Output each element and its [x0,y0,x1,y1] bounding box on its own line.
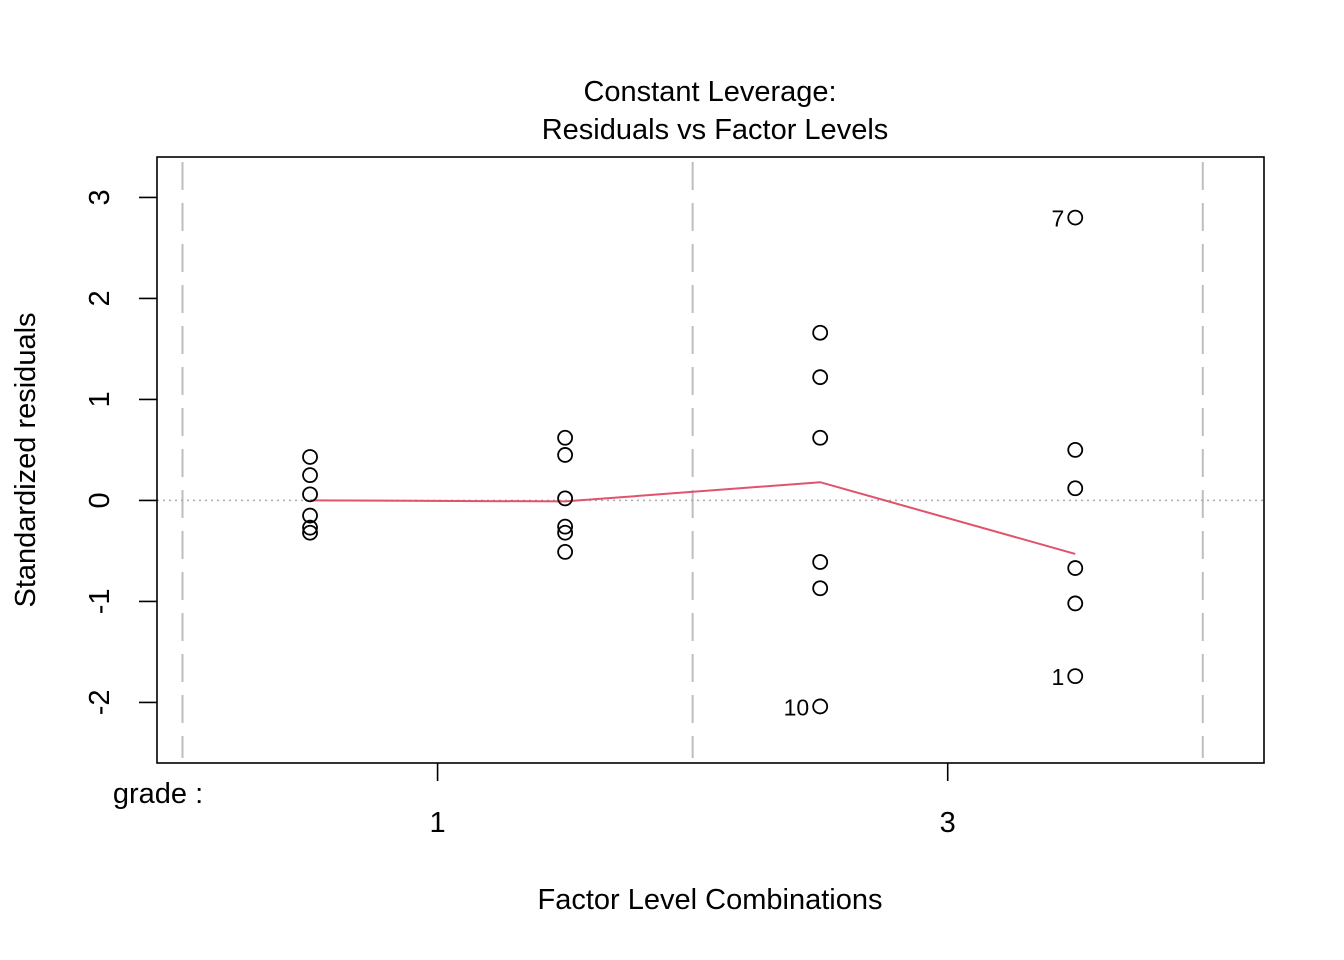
point-label-1: 1 [1051,664,1064,690]
x-tick-label: 3 [940,807,956,839]
data-point [557,447,574,463]
data-point [1067,441,1084,458]
data-point [302,449,318,465]
smooth-layer [310,481,1076,555]
data-point [302,524,318,541]
data-point [557,524,574,541]
data-point [1067,209,1084,226]
y-tick-label: -1 [84,589,116,615]
chart-title-line2: Residuals vs Factor Levels [542,114,889,146]
data-point [302,486,318,503]
data-point [302,467,318,484]
grid-layer [157,162,1264,758]
data-point [1067,595,1084,612]
y-tick-label: 0 [84,492,116,508]
point-label-10: 10 [784,694,810,720]
data-point [1067,480,1084,497]
x-tick-label: 1 [430,807,446,839]
data-point [557,544,574,560]
y-tick-label: -2 [84,690,116,716]
data-point [1067,668,1084,685]
data-point [812,698,829,715]
data-point [812,580,829,597]
data-point [557,490,574,507]
data-point [557,429,574,446]
points-layer: 10 7 1 [302,206,1084,720]
y-axis: -2 -1 0 1 2 3 [84,189,157,715]
y-tick-label: 1 [84,391,116,407]
data-point [302,507,318,524]
data-point [1067,560,1084,576]
data-point [302,519,318,536]
smooth-line [310,481,1076,555]
data-point [812,324,829,341]
data-point [557,518,574,535]
point-label-7: 7 [1051,206,1064,232]
y-axis-label: Standardized residuals [10,312,42,607]
data-point [812,429,829,446]
y-tick-label: 3 [84,189,116,205]
x-axis-label: Factor Level Combinations [538,884,883,916]
y-tick-label: 2 [84,290,116,306]
chart-title-line1: Constant Leverage: [583,76,836,108]
plot-frame [156,156,1265,764]
data-point [812,369,829,386]
factor-label: grade : [113,778,203,810]
data-point [812,554,829,570]
